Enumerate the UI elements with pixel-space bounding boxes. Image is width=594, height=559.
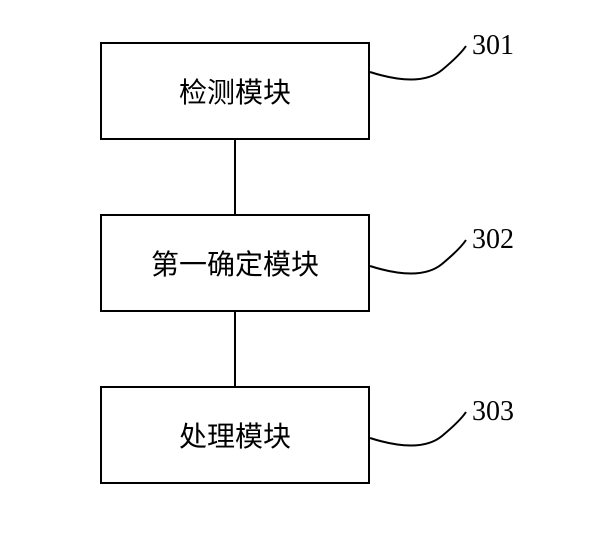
diagram-canvas: 检测模块 301 第一确定模块 302 处理模块 303 bbox=[0, 0, 594, 559]
ref-303: 303 bbox=[472, 396, 514, 428]
callout-303 bbox=[0, 0, 594, 559]
